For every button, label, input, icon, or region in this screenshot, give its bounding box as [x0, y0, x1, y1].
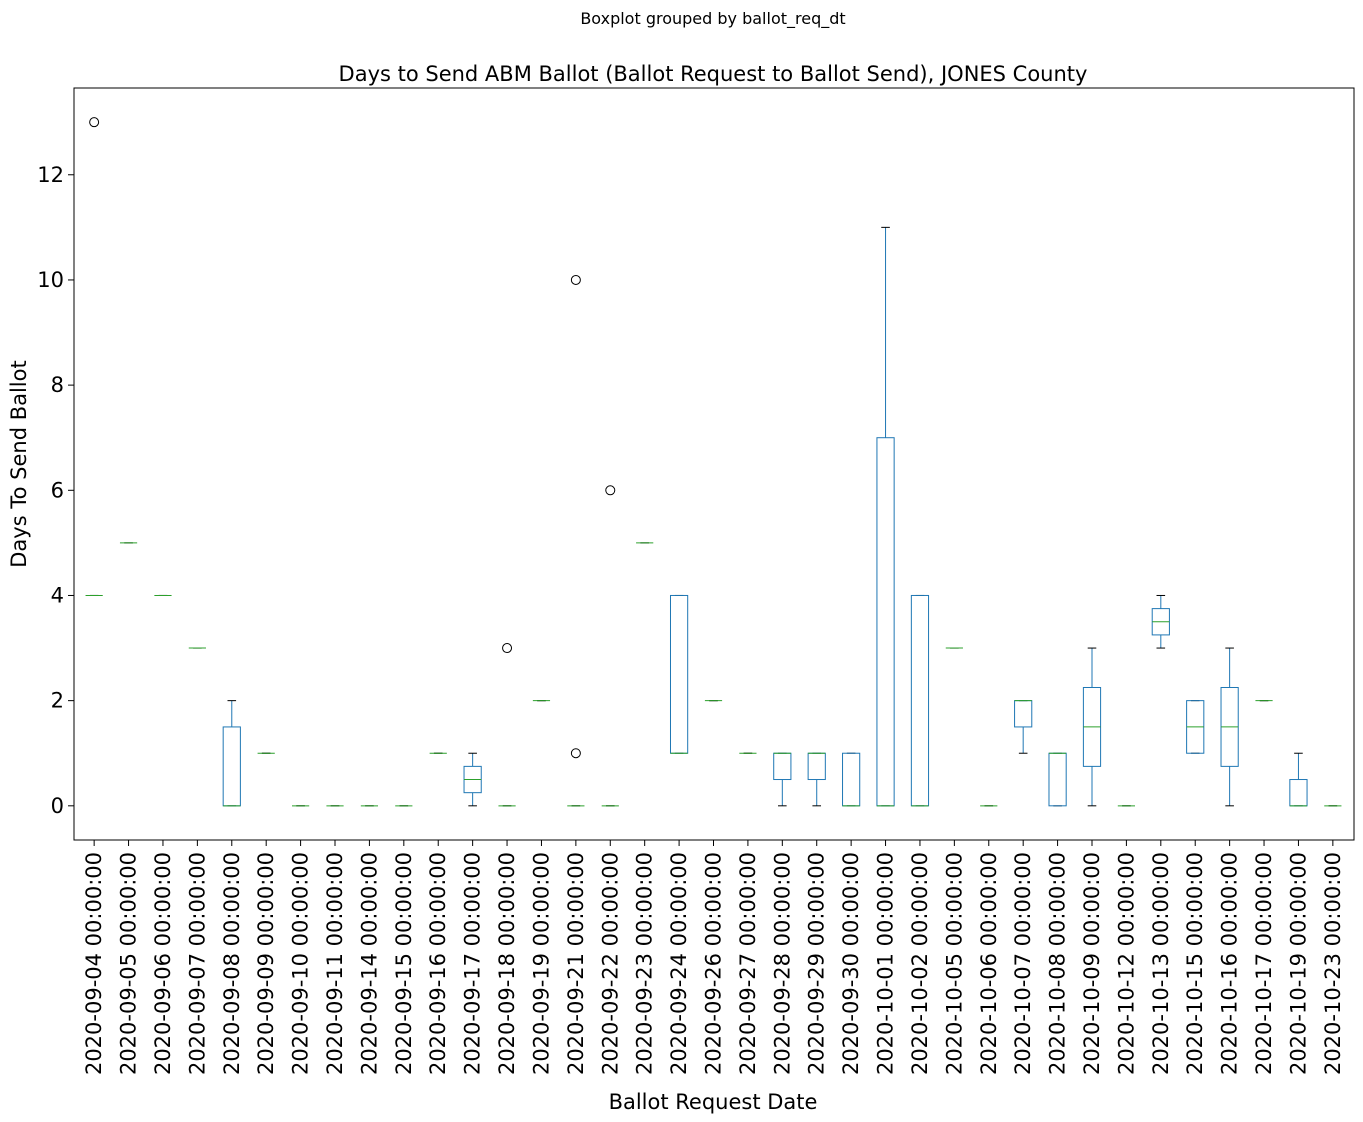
y-tick-label: 2	[51, 689, 64, 713]
box-group	[1186, 700, 1205, 754]
x-tick-label: 2020-10-07 00:00:00	[1011, 852, 1035, 1075]
x-tick-label: 2020-10-08 00:00:00	[1046, 852, 1070, 1075]
x-tick-label: 2020-09-15 00:00:00	[392, 852, 416, 1075]
box-group	[1151, 594, 1170, 649]
x-tick-label: 2020-10-01 00:00:00	[874, 852, 898, 1075]
x-tick-label: 2020-10-05 00:00:00	[942, 852, 966, 1075]
y-tick-label: 6	[51, 478, 64, 502]
box-group	[85, 117, 103, 596]
boxes-layer	[85, 117, 1342, 807]
x-tick-label: 2020-09-22 00:00:00	[598, 852, 622, 1075]
box-group	[669, 594, 689, 754]
box-group	[601, 485, 619, 807]
y-axis-label: Days To Send Ballot	[7, 360, 31, 567]
x-tick-label: 2020-10-12 00:00:00	[1114, 852, 1138, 1075]
x-tick-label: 2020-09-11 00:00:00	[323, 852, 347, 1075]
y-tick-label: 4	[51, 583, 64, 607]
box-group	[1048, 752, 1067, 807]
plot-area-frame	[73, 87, 1355, 841]
box-iqr	[910, 594, 930, 807]
x-tick-label: 2020-09-18 00:00:00	[495, 852, 519, 1075]
x-tick-label: 2020-09-24 00:00:00	[667, 852, 691, 1075]
x-axis: 2020-09-04 00:00:00 2020-09-05 00:00:00 20…	[82, 840, 1345, 1075]
chart-title: Days to Send ABM Ballot (Ballot Request …	[339, 62, 1088, 86]
x-tick-label: 2020-09-07 00:00:00	[185, 852, 209, 1075]
box-group	[222, 700, 241, 807]
x-tick-label: 2020-09-08 00:00:00	[220, 852, 244, 1075]
box-iqr	[222, 726, 241, 807]
box-iqr	[842, 752, 861, 807]
box-iqr	[1048, 752, 1067, 807]
x-tick-label: 2020-09-10 00:00:00	[289, 852, 313, 1075]
figure-suptitle: Boxplot grouped by ballot_req_dt	[580, 9, 845, 29]
y-tick-label: 0	[51, 794, 64, 818]
box-iqr	[773, 752, 792, 781]
outlier-point	[570, 274, 581, 285]
x-tick-label: 2020-10-02 00:00:00	[908, 852, 932, 1075]
box-iqr	[807, 752, 826, 781]
x-tick-label: 2020-10-15 00:00:00	[1183, 852, 1207, 1075]
x-tick-label: 2020-09-28 00:00:00	[770, 852, 794, 1075]
x-tick-label: 2020-10-23 00:00:00	[1321, 852, 1345, 1075]
outlier-point	[605, 485, 616, 496]
x-tick-label: 2020-09-16 00:00:00	[426, 852, 450, 1075]
box-iqr	[1289, 779, 1308, 807]
x-tick-label: 2020-10-09 00:00:00	[1080, 852, 1104, 1075]
box-group	[807, 752, 826, 807]
x-tick-label: 2020-09-21 00:00:00	[564, 852, 588, 1075]
box-group	[876, 226, 895, 807]
box-group	[1220, 647, 1239, 807]
x-tick-label: 2020-09-19 00:00:00	[529, 852, 553, 1075]
box-group	[842, 752, 861, 807]
x-tick-label: 2020-09-05 00:00:00	[117, 852, 141, 1075]
x-tick-label: 2020-09-06 00:00:00	[151, 852, 175, 1075]
outlier-point	[570, 748, 581, 759]
box-iqr	[1014, 700, 1033, 728]
x-tick-label: 2020-10-16 00:00:00	[1218, 852, 1242, 1075]
x-tick-label: 2020-09-23 00:00:00	[633, 852, 657, 1075]
x-tick-label: 2020-10-06 00:00:00	[977, 852, 1001, 1075]
x-axis-label: Ballot Request Date	[609, 1090, 818, 1114]
x-tick-label: 2020-10-19 00:00:00	[1286, 852, 1310, 1075]
x-tick-label: 2020-09-14 00:00:00	[357, 852, 381, 1075]
box-iqr	[669, 594, 689, 754]
x-tick-label: 2020-09-27 00:00:00	[736, 852, 760, 1075]
box-group	[463, 752, 482, 807]
x-tick-label: 2020-09-04 00:00:00	[82, 852, 106, 1075]
y-axis: 0 2 4 6 8 10 12	[37, 163, 74, 818]
box-group	[773, 752, 792, 807]
x-tick-label: 2020-10-17 00:00:00	[1252, 852, 1276, 1075]
y-tick-label: 8	[51, 373, 64, 397]
x-tick-label: 2020-09-17 00:00:00	[461, 852, 485, 1075]
box-group	[1082, 647, 1102, 807]
box-group	[1014, 700, 1033, 754]
box-iqr	[876, 437, 895, 807]
x-tick-label: 2020-09-30 00:00:00	[839, 852, 863, 1075]
outlier-point	[89, 117, 100, 128]
box-group	[498, 643, 516, 807]
box-group	[1289, 752, 1308, 807]
outlier-point	[502, 643, 513, 654]
y-tick-label: 12	[37, 163, 64, 187]
y-tick-label: 10	[37, 268, 64, 292]
x-tick-label: 2020-09-29 00:00:00	[805, 852, 829, 1075]
box-group	[910, 594, 930, 807]
x-tick-label: 2020-10-13 00:00:00	[1149, 852, 1173, 1075]
x-tick-label: 2020-09-26 00:00:00	[702, 852, 726, 1075]
box-group	[567, 274, 585, 807]
x-tick-label: 2020-09-09 00:00:00	[254, 852, 278, 1075]
